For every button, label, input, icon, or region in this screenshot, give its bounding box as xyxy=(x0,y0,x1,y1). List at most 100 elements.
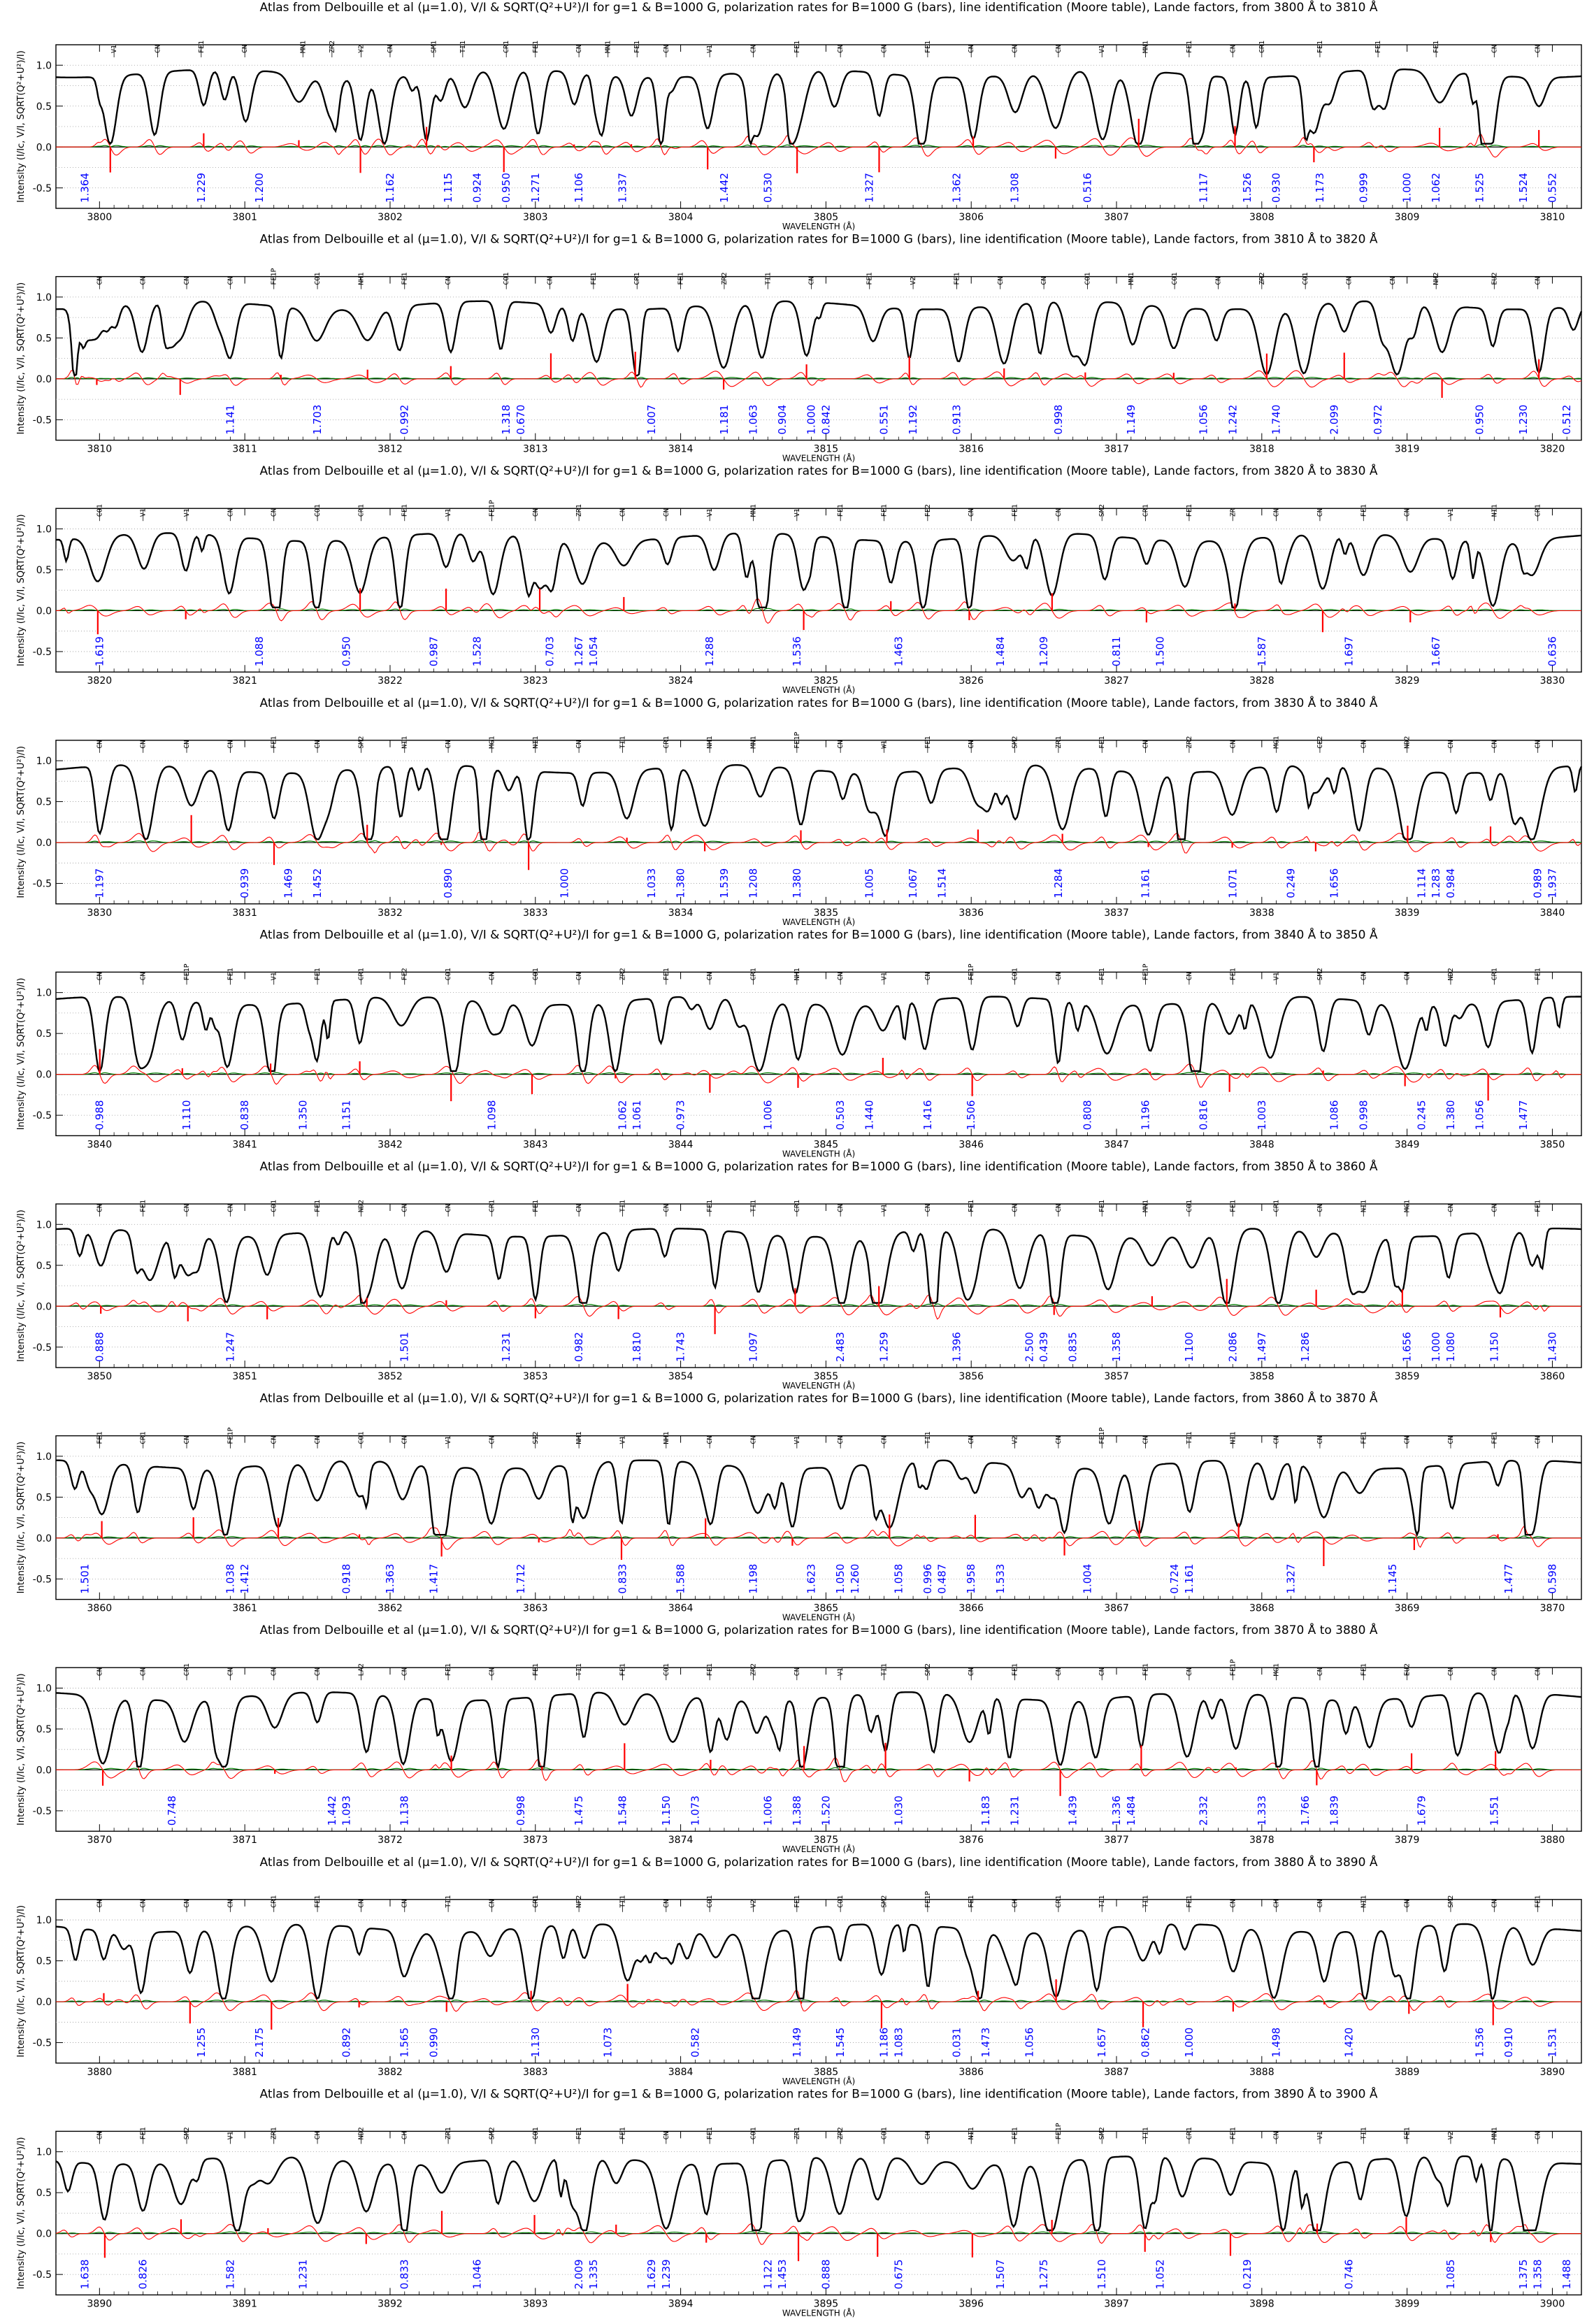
lande-factor-label: 1.469 xyxy=(282,868,294,898)
line-ident-label: CN xyxy=(96,1900,103,1908)
lande-factor-label: 1.442 xyxy=(326,1795,338,1826)
line-ident-label: FE1 xyxy=(532,41,540,53)
x-tick-label: 3880 xyxy=(87,2067,113,2078)
y-axis-label: Intensity (I/Ic, V/I, SQRT(Q²+U²)/I) xyxy=(16,282,27,435)
lande-factor-label: 1.192 xyxy=(907,405,919,435)
line-ident-label: CN xyxy=(1404,508,1412,517)
x-tick-label: 3863 xyxy=(523,1603,548,1614)
line-ident-label: CN xyxy=(314,740,322,749)
line-ident-label: V1 xyxy=(706,45,714,53)
lande-factor-label: 1.284 xyxy=(1052,868,1065,898)
x-tick-label: 3890 xyxy=(87,2298,113,2309)
lande-factor-label: 0.833 xyxy=(398,2259,411,2289)
x-tick-label: 3820 xyxy=(87,675,113,687)
lande-factor-label: 1.161 xyxy=(1183,1564,1196,1594)
lande-factor-label: 1.335 xyxy=(587,2259,600,2289)
lande-factor-label: 0.996 xyxy=(921,1564,934,1594)
line-ident-label: FE1P xyxy=(968,963,975,980)
x-tick-label: 3864 xyxy=(668,1603,694,1614)
lande-factor-label: 1.525 xyxy=(1474,173,1486,203)
panel-title: Atlas from Delbouille et al (μ=1.0), V/I… xyxy=(260,463,1378,478)
lande-factor-label: 0.833 xyxy=(616,1564,629,1594)
lande-factor-label: 0.552 xyxy=(1546,173,1558,203)
line-ident-label: CN xyxy=(183,1204,191,1212)
lande-factor-label: 0.918 xyxy=(340,1564,353,1594)
line-ident-label: CN xyxy=(663,508,670,517)
atlas-panel: Atlas from Delbouille et al (μ=1.0), V/I… xyxy=(16,695,1583,927)
lande-factor-label: 1.440 xyxy=(863,1100,876,1130)
line-ident-label: SM2 xyxy=(488,2127,496,2139)
x-tick-label: 3877 xyxy=(1104,1835,1129,1846)
panel-title: Atlas from Delbouille et al (μ=1.0), V/I… xyxy=(260,926,1378,942)
stokes-v-curve xyxy=(56,1989,1581,2012)
lande-factor-label: 0.998 xyxy=(1052,405,1065,435)
line-ident-label: ZR1 xyxy=(575,504,583,517)
line-ident-label: CN xyxy=(183,277,191,285)
lande-factor-label: 0.219 xyxy=(1241,2259,1254,2289)
line-ident-label: FE1 xyxy=(532,1663,540,1676)
x-tick-label: 3828 xyxy=(1249,675,1275,687)
x-tick-label: 3854 xyxy=(668,1371,694,1382)
lande-factor-label: 1.350 xyxy=(296,1100,309,1130)
x-tick-label: 3816 xyxy=(958,444,984,455)
line-ident-label: FE1 xyxy=(924,41,932,53)
line-ident-label: TI1 xyxy=(619,1895,626,1908)
line-ident-label: CN xyxy=(1535,277,1542,285)
line-ident-label: CN xyxy=(968,1436,975,1444)
line-ident-label: CN xyxy=(968,740,975,749)
x-tick-label: 3815 xyxy=(814,444,839,455)
line-ident-label: V1 xyxy=(706,508,714,517)
line-ident-label: CN xyxy=(227,1667,234,1676)
lande-factor-label: 1.275 xyxy=(1037,2259,1050,2289)
y-tick-label: 0.0 xyxy=(36,1301,52,1312)
lande-factor-label: 1.005 xyxy=(863,868,876,898)
line-ident-label: FE1 xyxy=(401,504,409,517)
line-ident-label: CN xyxy=(271,508,278,517)
line-ident-label: CN xyxy=(387,45,394,53)
line-ident-label: TI1 xyxy=(459,41,467,53)
lande-factor-label: 1.083 xyxy=(892,2028,905,2058)
lande-factor-label: 2.086 xyxy=(1226,1332,1239,1362)
line-ident-label: CR1 xyxy=(1535,504,1542,517)
lande-factor-label: 0.984 xyxy=(1444,868,1457,898)
lande-factor-label: 0.808 xyxy=(1081,1100,1093,1130)
line-ident-label: FE1 xyxy=(619,1663,626,1676)
linear-polarization-curve xyxy=(56,1767,1581,1771)
lande-factor-label: 0.998 xyxy=(1357,1100,1370,1130)
line-ident-label: V1 xyxy=(794,1436,801,1444)
lande-factor-label: 0.598 xyxy=(1546,1564,1558,1594)
line-ident-label: CR1 xyxy=(1491,968,1498,980)
line-ident-label: CN xyxy=(663,2131,670,2139)
line-ident-label: V1 xyxy=(271,972,278,980)
y-tick-label: 0.5 xyxy=(36,797,52,808)
line-ident-label: CN xyxy=(96,740,103,749)
line-ident-label: FE1 xyxy=(1491,1432,1498,1444)
lande-factor-label: 0.439 xyxy=(1037,1332,1050,1362)
lande-factor-label: 0.950 xyxy=(1474,405,1486,435)
lande-factor-label: 1.196 xyxy=(1140,1100,1152,1130)
lande-factor-label: 1.052 xyxy=(1154,2259,1166,2289)
line-ident-label: FE1 xyxy=(706,2127,714,2139)
lande-factor-label: 1.533 xyxy=(994,1564,1007,1594)
line-ident-label: CR1 xyxy=(488,1200,496,1212)
lande-factor-label: 1.231 xyxy=(296,2259,309,2289)
line-ident-label: FE1P xyxy=(488,500,496,517)
line-ident-label: CN xyxy=(314,1436,322,1444)
y-tick-label: 1.0 xyxy=(36,1683,52,1694)
line-ident-label: CN xyxy=(488,1900,496,1908)
line-ident-label: ZR xyxy=(1229,508,1237,517)
atlas-panel: Atlas from Delbouille et al (μ=1.0), V/I… xyxy=(16,1159,1582,1391)
x-tick-label: 3881 xyxy=(232,2067,257,2078)
x-axis-label: WAVELENGTH (Å) xyxy=(782,1148,855,1159)
x-tick-label: 3850 xyxy=(87,1371,113,1382)
line-ident-label: FE1P xyxy=(183,963,191,980)
line-ident-label: FE1 xyxy=(227,968,234,980)
lande-factor-label: 1.524 xyxy=(1517,173,1530,203)
lande-factor-label: 1.000 xyxy=(805,405,818,435)
lande-factor-label: 0.748 xyxy=(166,1795,178,1826)
x-tick-label: 3812 xyxy=(378,444,403,455)
lande-factor-label: 1.463 xyxy=(892,636,905,666)
lande-factor-label: 1.484 xyxy=(1125,1795,1137,1826)
lande-factor-label: 1.667 xyxy=(1430,636,1442,666)
